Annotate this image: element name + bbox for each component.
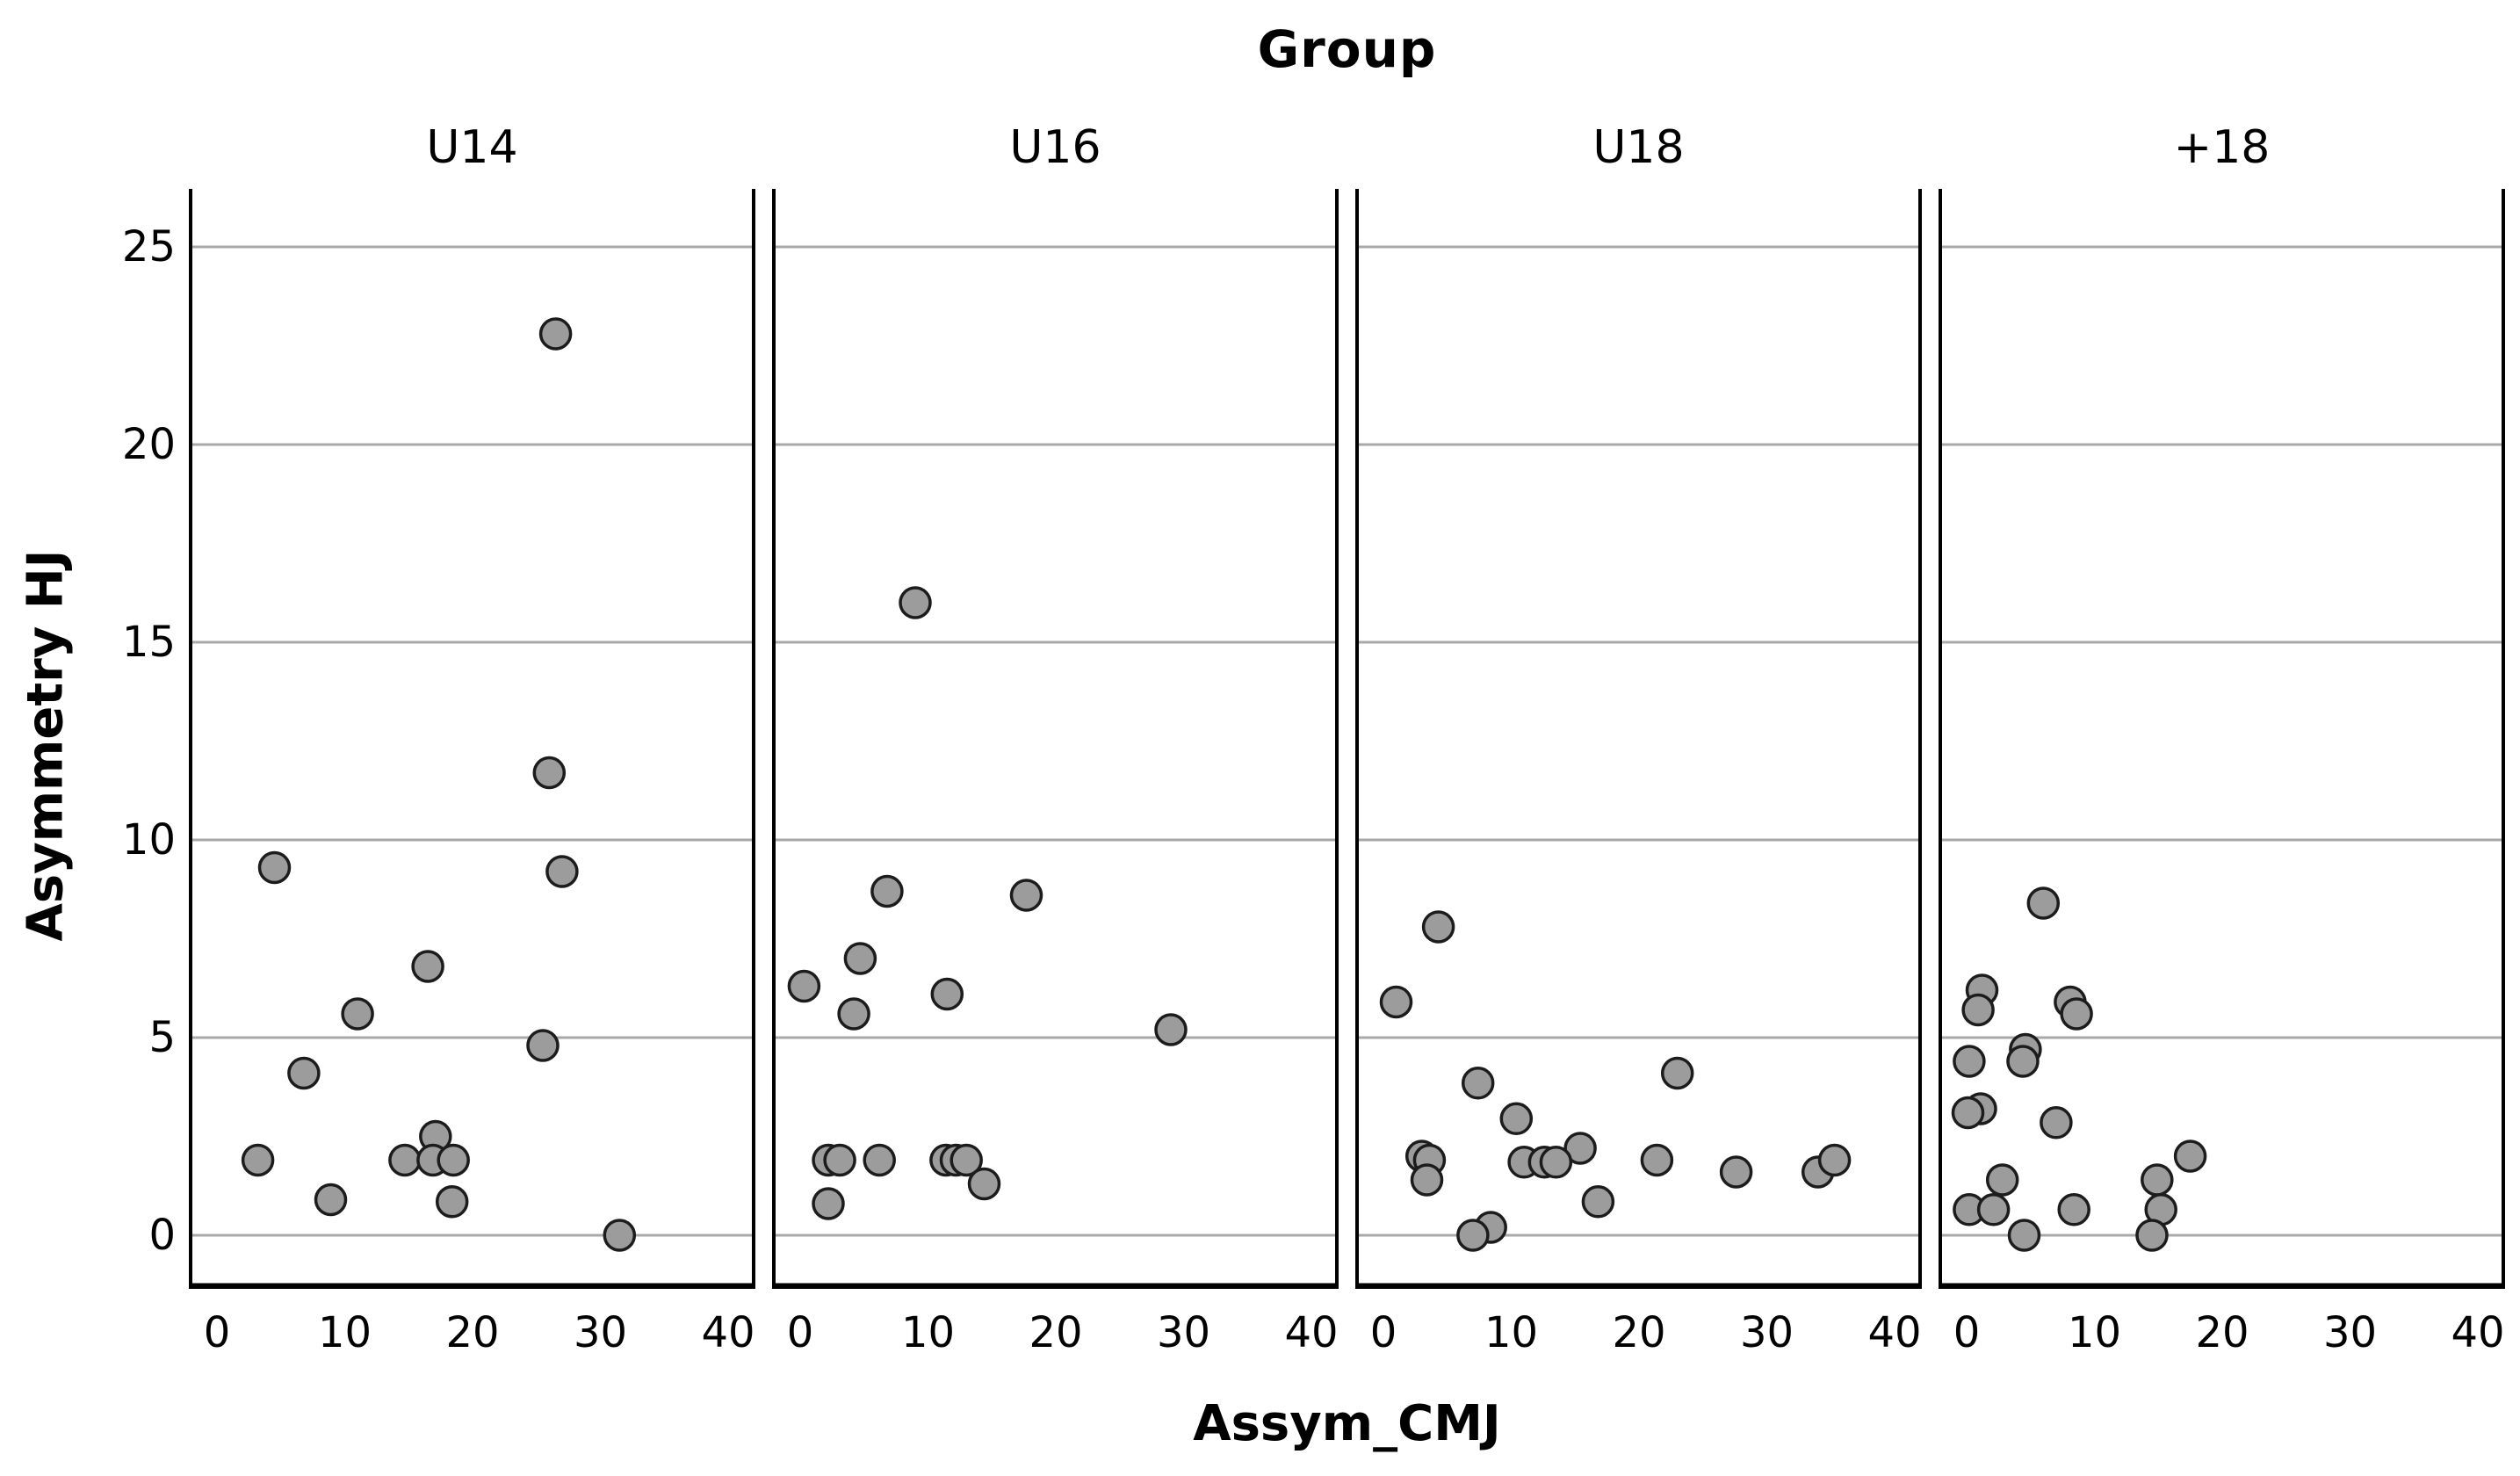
data-point [241,1143,275,1177]
data-point [603,1219,637,1252]
y-tick-label: 5 [148,1013,176,1062]
x-tick-label: 10 [1484,1308,1539,1357]
data-point [1379,985,1413,1019]
data-point [435,1185,469,1219]
x-tick-label: 20 [2195,1308,2249,1357]
data-point [257,850,292,885]
x-tick-label: 30 [2322,1308,2378,1357]
data-point [341,997,374,1031]
panel-header-U18: U18 [1592,121,1685,174]
chart-title: Group [1257,19,1437,79]
x-tick-label: 30 [1739,1308,1794,1357]
x-tick-label: 0 [1369,1308,1397,1357]
data-point [2007,1219,2041,1252]
x-tick-label: 20 [1612,1308,1666,1357]
data-point [1461,1067,1495,1100]
data-point [2060,997,2093,1031]
data-point [1719,1155,1753,1189]
panel-header-U16: U16 [1009,121,1101,174]
data-point [843,942,877,975]
data-point [1154,1013,1188,1046]
x-tick-label: 20 [1029,1308,1083,1357]
data-point [1817,1143,1852,1177]
data-point [538,317,573,351]
data-point [1976,1193,2011,1226]
data-point [1985,1163,2019,1197]
x-tick-label: 30 [573,1308,628,1357]
data-point [1421,910,1455,944]
data-point [388,1143,422,1177]
data-point [1951,1096,1985,1130]
x-axis-label: Assym_CMJ [1193,1395,1501,1452]
data-point [823,1143,856,1177]
data-point [411,950,444,983]
x-tick-label: 30 [1156,1308,1211,1357]
data-point [812,1187,845,1220]
data-point [2135,1219,2169,1252]
scatter-panel-U16 [772,189,1339,1289]
data-point [930,977,964,1011]
y-axis-label: Asymmetry HJ [17,549,75,942]
data-point [1660,1056,1694,1090]
data-point [2173,1140,2207,1173]
data-point [787,969,821,1003]
x-tick-label: 40 [701,1308,755,1357]
x-tick-label: 10 [900,1308,956,1357]
data-point [437,1143,470,1177]
data-point [1563,1132,1597,1165]
data-point [1456,1219,1490,1252]
x-tick-label: 0 [203,1308,231,1357]
data-point [287,1056,321,1090]
y-tick-label: 20 [121,420,176,469]
scatter-panel-plus18 [1939,189,2505,1289]
y-tick-label: 10 [121,815,176,865]
data-point [2026,886,2061,920]
data-point [950,1143,983,1177]
data-point [545,855,579,888]
data-point [1499,1102,1534,1136]
x-tick-label: 0 [1953,1308,1981,1357]
x-tick-label: 10 [2067,1308,2122,1357]
x-tick-label: 40 [1284,1308,1339,1357]
data-point [2057,1193,2090,1226]
x-tick-label: 0 [786,1308,814,1357]
data-point [837,997,870,1031]
data-point [863,1143,896,1177]
data-point [526,1029,560,1062]
data-point [2040,1106,2073,1140]
data-point [899,586,932,619]
scatter-panel-U14 [189,189,755,1289]
scatter-panel-U18 [1355,189,1922,1289]
y-tick-label: 0 [148,1211,176,1260]
data-point [532,756,567,790]
panel-header-plus18: +18 [2173,121,2271,174]
x-tick-label: 40 [2451,1308,2505,1357]
y-tick-label: 15 [121,618,176,667]
data-point [2006,1045,2040,1078]
data-point [1410,1163,1444,1197]
data-point [1581,1185,1615,1219]
panel-header-U14: U14 [426,121,518,174]
data-point [1953,1045,1986,1078]
data-point [2141,1163,2174,1197]
data-point [967,1167,1001,1201]
data-point [314,1183,348,1217]
x-tick-label: 10 [317,1308,372,1357]
x-tick-label: 40 [1867,1308,1922,1357]
data-point [1961,993,1995,1027]
data-point [870,874,904,908]
data-point [1009,879,1043,912]
x-tick-label: 20 [445,1308,500,1357]
y-tick-label: 25 [121,222,176,271]
data-point [1539,1146,1573,1179]
data-point [1640,1143,1674,1177]
